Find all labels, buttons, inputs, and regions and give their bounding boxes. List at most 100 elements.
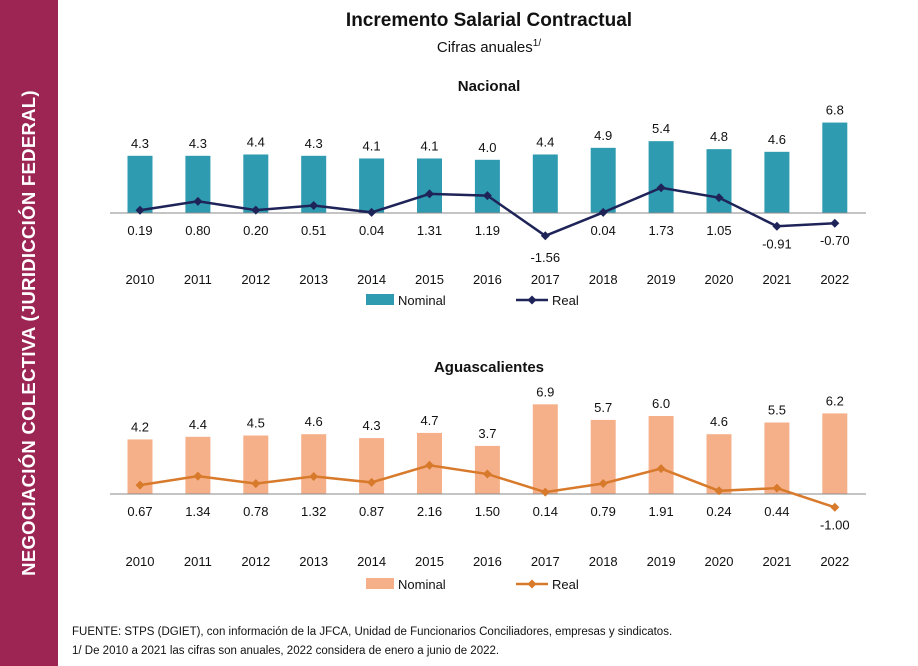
aguascalientes-year-2016: 2016 [473, 554, 502, 569]
nacional-bar-2018 [590, 147, 616, 213]
nacional-nominal-label-2017: 4.4 [536, 134, 554, 149]
aguascalientes-nominal-label-2021: 5.5 [768, 403, 786, 418]
aguascalientes-year-2011: 2011 [184, 554, 212, 569]
aguascalientes-real-label-2010: 0.67 [127, 504, 152, 519]
nacional-bar-2020 [706, 149, 732, 213]
aguascalientes-nominal-label-2011: 4.4 [189, 417, 207, 432]
aguascalientes-nominal-label-2020: 4.6 [710, 414, 728, 429]
aguascalientes-bar-2011 [185, 436, 211, 494]
aguascalientes-legend-nominal-swatch [366, 578, 394, 589]
aguascalientes-real-label-2020: 0.24 [706, 504, 731, 519]
aguascalientes-real-point-2022 [830, 502, 840, 512]
nacional-real-label-2018: 0.04 [591, 223, 616, 238]
nacional-real-point-2016 [482, 191, 492, 201]
nacional-real-point-2014 [367, 207, 377, 217]
aguascalientes-nominal-label-2022: 6.2 [826, 393, 844, 408]
nacional-real-label-2020: 1.05 [706, 223, 731, 238]
period-footnote: 1/ De 2010 a 2021 las cifras son anuales… [72, 645, 500, 657]
nacional-nominal-label-2022: 6.8 [826, 103, 844, 118]
aguascalientes-nominal-label-2014: 4.3 [363, 418, 381, 433]
aguascalientes-real-label-2015: 2.16 [417, 504, 442, 519]
nacional-year-2021: 2021 [762, 272, 791, 287]
nacional-year-2018: 2018 [589, 272, 618, 287]
aguascalientes-real-point-2017 [540, 487, 550, 497]
nacional-real-point-2020 [714, 193, 724, 203]
nacional-nominal-label-2021: 4.6 [768, 132, 786, 147]
nacional-bar-2017 [532, 154, 558, 213]
nacional-real-label-2012: 0.20 [243, 223, 268, 238]
aguascalientes-real-label-2017: 0.14 [533, 504, 558, 519]
nacional-real-point-2012 [251, 205, 261, 215]
sidebar-band: NEGOCIACIÓN COLECTIVA (JURIDICCIÓN FEDER… [0, 0, 58, 666]
nacional-bar-2012 [243, 154, 269, 213]
aguascalientes-real-point-2021 [772, 483, 782, 493]
aguascalientes-year-2012: 2012 [241, 554, 270, 569]
aguascalientes-real-label-2013: 1.32 [301, 504, 326, 519]
aguascalientes-legend-real-label: Real [552, 577, 579, 592]
nacional-real-point-2015 [425, 189, 434, 199]
aguascalientes-bar-2017 [532, 404, 558, 494]
subtitle-text: Cifras anuales [436, 39, 533, 56]
aguascalientes-nominal-label-2018: 5.7 [594, 400, 612, 415]
nacional-nominal-label-2010: 4.3 [131, 136, 149, 151]
aguascalientes-bar-2013 [301, 434, 327, 494]
nacional-nominal-label-2012: 4.4 [247, 134, 265, 149]
nacional-nominal-label-2011: 4.3 [189, 136, 207, 151]
aguascalientes-real-point-2016 [482, 469, 492, 479]
nacional-real-label-2017: -1.56 [530, 250, 560, 265]
aguascalientes-nominal-label-2013: 4.6 [305, 414, 323, 429]
nacional-nominal-label-2015: 4.1 [420, 138, 438, 153]
aguascalientes-legend-nominal-label: Nominal [398, 577, 446, 592]
aguascalientes-chart-title: Aguascalientes [434, 359, 544, 376]
nacional-real-label-2021: -0.91 [762, 236, 792, 251]
aguascalientes-real-point-2013 [309, 471, 319, 481]
nacional-year-2011: 2011 [184, 272, 212, 287]
nacional-year-2017: 2017 [531, 272, 560, 287]
source-footnote: FUENTE: STPS (DGIET), con información de… [72, 626, 673, 638]
aguascalientes-real-label-2014: 0.87 [359, 504, 384, 519]
nacional-real-point-2018 [598, 207, 608, 217]
aguascalientes-real-label-2022: -1.00 [820, 517, 850, 532]
nacional-real-point-2019 [656, 183, 666, 193]
nacional-legend-real-label: Real [552, 293, 579, 308]
nacional-year-2015: 2015 [415, 272, 444, 287]
aguascalientes-real-label-2011: 1.34 [185, 504, 210, 519]
nacional-chart-title: Nacional [458, 78, 521, 95]
aguascalientes-real-point-2014 [367, 477, 377, 487]
aguascalientes-nominal-label-2017: 6.9 [536, 384, 554, 399]
aguascalientes-year-2015: 2015 [415, 554, 444, 569]
aguascalientes-nominal-label-2015: 4.7 [420, 413, 438, 428]
nacional-real-point-2010 [135, 205, 145, 215]
nacional-real-label-2015: 1.31 [417, 223, 442, 238]
nacional-real-label-2022: -0.70 [820, 233, 850, 248]
aguascalientes-real-point-2018 [598, 478, 608, 488]
nacional-year-2016: 2016 [473, 272, 502, 287]
nacional-legend-nominal-label: Nominal [398, 293, 446, 308]
page-title: Incremento Salarial Contractual [345, 10, 633, 31]
nacional-real-label-2014: 0.04 [359, 223, 384, 238]
aguascalientes-year-2017: 2017 [531, 554, 560, 569]
aguascalientes-year-2010: 2010 [126, 554, 155, 569]
nacional-chart: Nacional 4.3 4.3 4.4 4.3 4.1 4.1 4.0 4.4 4.9 5.4 4.… [110, 78, 866, 308]
nacional-real-point-2017 [540, 231, 550, 241]
aguascalientes-year-2014: 2014 [357, 554, 386, 569]
aguascalientes-real-point-2010 [135, 480, 145, 490]
aguascalientes-bar-2022 [822, 413, 848, 494]
nacional-year-2012: 2012 [241, 272, 270, 287]
nacional-year-2013: 2013 [299, 272, 328, 287]
nacional-nominal-label-2020: 4.8 [710, 129, 728, 144]
nacional-year-2020: 2020 [705, 272, 734, 287]
nacional-legend-nominal-swatch [366, 294, 394, 305]
subtitle-note: 1/ [532, 38, 542, 49]
aguascalientes-bar-2020 [706, 434, 732, 494]
nacional-bar-2010 [127, 155, 153, 213]
aguascalientes-year-2013: 2013 [299, 554, 328, 569]
nacional-year-2010: 2010 [126, 272, 155, 287]
aguascalientes-real-label-2019: 1.91 [648, 504, 673, 519]
aguascalientes-real-point-2011 [193, 471, 203, 481]
nacional-bar-2015 [417, 158, 442, 213]
aguascalientes-real-point-2012 [251, 479, 261, 489]
aguascalientes-year-2020: 2020 [705, 554, 734, 569]
aguascalientes-nominal-label-2019: 6.0 [652, 396, 670, 411]
aguascalientes-real-label-2016: 1.50 [475, 504, 500, 519]
